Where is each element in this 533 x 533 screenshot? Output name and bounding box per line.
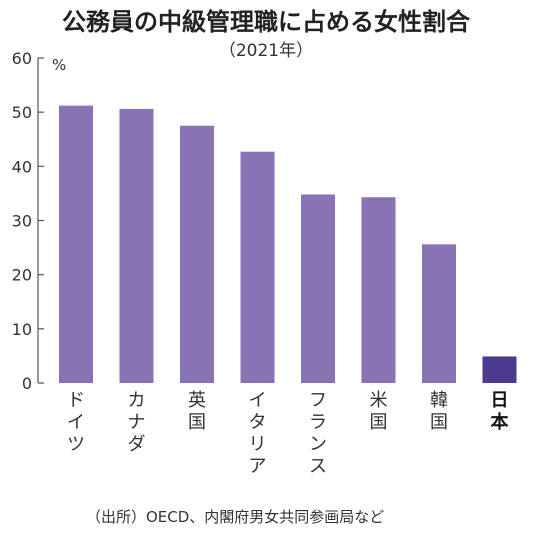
y-tick-label: 0 xyxy=(22,374,32,393)
x-category-label: イタリア xyxy=(249,390,267,477)
x-category-label: カナダ xyxy=(128,390,146,455)
bar-5 xyxy=(361,197,396,383)
x-category-label: ドイツ xyxy=(67,390,85,455)
x-category-label: 韓国 xyxy=(430,390,448,433)
bar-6 xyxy=(422,244,456,383)
y-unit-label: % xyxy=(52,56,66,74)
bar-2 xyxy=(180,125,214,383)
source-note: （出所）OECD、内閣府男女共同参画局など xyxy=(86,508,384,526)
bar-7 xyxy=(482,356,517,383)
bar-series xyxy=(59,105,517,384)
chart-title: 公務員の中級管理職に占める女性割合 xyxy=(62,8,471,36)
x-category-label: 英国 xyxy=(188,390,206,433)
bar-4 xyxy=(301,194,335,383)
x-category-label: フランス xyxy=(309,390,327,477)
bar-3 xyxy=(240,151,275,383)
y-tick-label: 10 xyxy=(12,320,32,339)
bar-0 xyxy=(59,105,93,384)
x-category-label: 米国 xyxy=(370,390,388,433)
y-tick-label: 20 xyxy=(12,266,32,285)
y-tick-label: 60 xyxy=(12,49,32,68)
bar-1 xyxy=(119,108,154,384)
y-tick-label: 40 xyxy=(12,157,32,176)
chart-subtitle: （2021年） xyxy=(219,41,313,61)
y-axis: 0 10 20 30 40 50 60 xyxy=(12,49,44,393)
x-category-label: 日本 xyxy=(491,390,509,433)
y-tick-label: 30 xyxy=(12,212,32,231)
y-tick-label: 50 xyxy=(12,103,32,122)
